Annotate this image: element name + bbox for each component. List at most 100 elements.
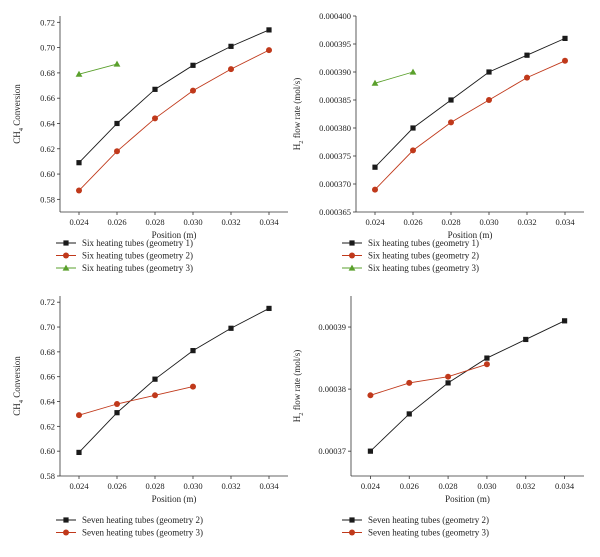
data-point bbox=[523, 336, 529, 343]
x-tick-label: 0.034 bbox=[555, 481, 575, 491]
x-tick-label: 0.032 bbox=[221, 217, 240, 227]
data-point bbox=[266, 27, 272, 33]
data-point bbox=[76, 160, 82, 166]
y-tick-label: 0.60 bbox=[40, 169, 55, 179]
data-point bbox=[367, 448, 374, 454]
data-point bbox=[114, 401, 120, 407]
data-point bbox=[152, 86, 158, 92]
y-axis-label-sub: 4 bbox=[18, 399, 25, 403]
series-2 bbox=[372, 57, 568, 193]
data-point bbox=[410, 125, 416, 131]
y-axis-label-sub: 2 bbox=[298, 140, 305, 143]
x-tick-label: 0.024 bbox=[361, 481, 381, 491]
series-line bbox=[78, 29, 270, 163]
y-axis-label-rest: Conversion bbox=[12, 356, 22, 400]
x-axis-label: Position (m) bbox=[152, 230, 197, 240]
y-axis-label: H2 flow rate (mol/s) bbox=[292, 350, 305, 422]
data-point bbox=[76, 412, 82, 419]
y-tick-label: 0.00039 bbox=[318, 322, 346, 332]
y-tick-label: 0.000380 bbox=[319, 123, 351, 133]
data-point bbox=[114, 120, 120, 127]
data-point bbox=[372, 186, 378, 193]
x-axis-label: Position (m) bbox=[448, 230, 493, 240]
legend-label: Seven heating tubes (geometry 3) bbox=[82, 528, 203, 538]
x-tick-label: 0.026 bbox=[403, 217, 422, 227]
x-tick-label: 0.034 bbox=[259, 217, 279, 227]
legend-label: Six heating tubes (geometry 2) bbox=[368, 251, 479, 261]
y-axis-label: H2 flow rate (mol/s) bbox=[292, 78, 305, 150]
series-2 bbox=[76, 47, 272, 194]
x-axis-label: Position (m) bbox=[445, 494, 490, 504]
data-point bbox=[76, 187, 82, 194]
x-tick-label: 0.028 bbox=[441, 217, 460, 227]
y-tick-label: 0.64 bbox=[40, 397, 56, 407]
x-tick-label: 0.030 bbox=[477, 481, 496, 491]
data-point bbox=[486, 97, 492, 103]
x-tick-label: 0.034 bbox=[259, 481, 279, 491]
y-axis-label-rest: flow rate (mol/s) bbox=[292, 350, 302, 413]
data-point bbox=[371, 79, 379, 86]
y-tick-label: 0.000390 bbox=[319, 67, 351, 77]
legend-entry: Six heating tubes (geometry 1) bbox=[342, 238, 479, 248]
x-tick-label: 0.028 bbox=[145, 217, 164, 227]
legend-entry: Seven heating tubes (geometry 2) bbox=[56, 515, 203, 525]
series-line bbox=[374, 71, 414, 84]
y-tick-label: 0.60 bbox=[40, 446, 55, 456]
data-point bbox=[228, 325, 234, 331]
series-2 bbox=[76, 383, 196, 419]
data-point bbox=[562, 57, 568, 64]
chart-bottom-left: 0.024 0.026 0.028 0.030 0.032 0.034 0.58 0.60 0.… bbox=[12, 296, 288, 538]
y-axis-label-main: H bbox=[292, 415, 302, 422]
y-tick-label: 0.72 bbox=[40, 17, 55, 27]
y-tick-label: 0.62 bbox=[40, 144, 55, 154]
legend-label: Six heating tubes (geometry 3) bbox=[82, 263, 193, 273]
y-tick-label: 0.58 bbox=[40, 194, 55, 204]
data-point bbox=[113, 60, 121, 67]
legend-entry: Six heating tubes (geometry 1) bbox=[56, 238, 193, 248]
series-1 bbox=[76, 27, 272, 166]
y-axis-label: CH4 Conversion bbox=[12, 84, 25, 144]
legend-label: Seven heating tubes (geometry 3) bbox=[368, 528, 489, 538]
legend-label: Seven heating tubes (geometry 2) bbox=[368, 515, 489, 525]
series-1 bbox=[372, 35, 568, 170]
legend-marker bbox=[63, 240, 69, 246]
legend-label: Six heating tubes (geometry 3) bbox=[368, 263, 479, 273]
data-point bbox=[483, 361, 490, 368]
data-point bbox=[76, 449, 82, 456]
x-tick-label: 0.026 bbox=[400, 481, 419, 491]
y-tick-label: 0.000400 bbox=[319, 11, 351, 21]
series-line bbox=[78, 49, 270, 191]
chart-top-right: 0.024 0.026 0.028 0.030 0.032 0.034 0.000365 0.… bbox=[292, 11, 584, 273]
data-point bbox=[114, 410, 120, 416]
legend-marker bbox=[349, 240, 355, 246]
series-1 bbox=[76, 305, 272, 456]
data-point bbox=[114, 148, 120, 155]
x-tick-label: 0.030 bbox=[183, 217, 202, 227]
data-point bbox=[406, 411, 412, 417]
data-point bbox=[561, 318, 568, 324]
y-tick-label: 0.000385 bbox=[319, 95, 351, 105]
x-tick-label: 0.026 bbox=[107, 481, 126, 491]
legend-marker bbox=[349, 529, 355, 536]
data-point bbox=[409, 68, 417, 75]
data-point bbox=[190, 62, 196, 68]
legend-entry: Seven heating tubes (geometry 3) bbox=[342, 528, 489, 538]
legend-marker bbox=[63, 517, 69, 523]
legend-marker bbox=[348, 264, 356, 271]
legend-entry: Six heating tubes (geometry 2) bbox=[56, 251, 193, 261]
series-line bbox=[78, 63, 118, 75]
data-point bbox=[406, 379, 413, 386]
series-3 bbox=[371, 68, 417, 86]
series-1 bbox=[367, 318, 568, 454]
legend-entry: Seven heating tubes (geometry 2) bbox=[342, 515, 489, 525]
series-line bbox=[370, 363, 488, 396]
data-point bbox=[190, 383, 196, 390]
data-point bbox=[524, 74, 530, 81]
y-tick-label: 0.68 bbox=[40, 347, 55, 357]
data-point bbox=[445, 373, 452, 380]
data-point bbox=[524, 52, 530, 58]
y-axis-label-main: CH bbox=[12, 403, 22, 416]
y-axis-label-rest: Conversion bbox=[12, 84, 22, 128]
y-tick-label: 0.64 bbox=[40, 118, 56, 128]
